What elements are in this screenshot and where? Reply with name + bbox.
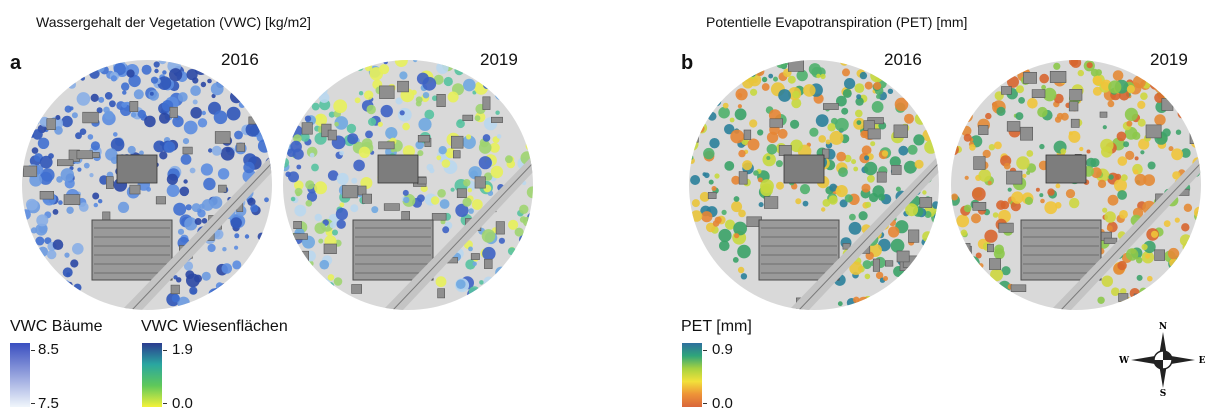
legend-pet-colorbar [682,343,702,407]
compass-rose-icon: N S W E [1118,322,1206,398]
legend-vwc-meadow-tick-min [163,403,167,404]
legend-pet-max: 0.9 [712,341,733,358]
map-imagery [283,60,533,310]
legend-vwc-meadow-min: 0.0 [172,395,193,412]
vwc-map-2019 [283,60,533,310]
legend-pet-tick-min [703,403,707,404]
legend-vwc-meadow-tick-max [163,350,167,351]
legend-vwc-meadow-title: VWC Wiesenflächen [141,318,288,335]
legend-vwc-meadow-colorbar [142,343,162,407]
compass-west-label: W [1118,356,1130,366]
pet-map-2019 [951,60,1201,310]
legend-vwc-trees-tick-min [31,403,35,404]
map-imagery [689,60,939,310]
panel-b-year-2016: 2016 [884,50,922,69]
panel-b-year-2019: 2019 [1150,50,1188,69]
compass-north-label: N [1159,322,1167,332]
legend-vwc-trees-colorbar [10,343,30,407]
legend-pet-tick-max [703,350,707,351]
legend-vwc-trees-max: 8.5 [38,341,59,358]
legend-vwc-trees-min: 7.5 [38,395,59,412]
legend-pet-title: PET [mm] [681,318,752,335]
pet-map-2016 [689,60,939,310]
vwc-map-2016 [22,60,272,310]
panel-b-title: Potentielle Evapotranspiration (PET) [mm… [706,14,968,30]
legend-vwc-trees-tick-max [31,350,35,351]
legend-vwc-trees-title: VWC Bäume [10,318,103,335]
panel-b-letter: b [681,52,694,74]
panel-a-title: Wassergehalt der Vegetation (VWC) [kg/m2… [36,14,311,30]
map-imagery [951,60,1201,310]
panel-a-year-2016: 2016 [221,50,259,69]
compass-south-label: S [1160,389,1167,398]
legend-pet-min: 0.0 [712,395,733,412]
map-imagery [22,60,272,310]
panel-a-year-2019: 2019 [480,50,518,69]
compass-east-label: E [1199,356,1206,366]
panel-a-letter: a [10,52,22,74]
legend-vwc-meadow-max: 1.9 [172,341,193,358]
